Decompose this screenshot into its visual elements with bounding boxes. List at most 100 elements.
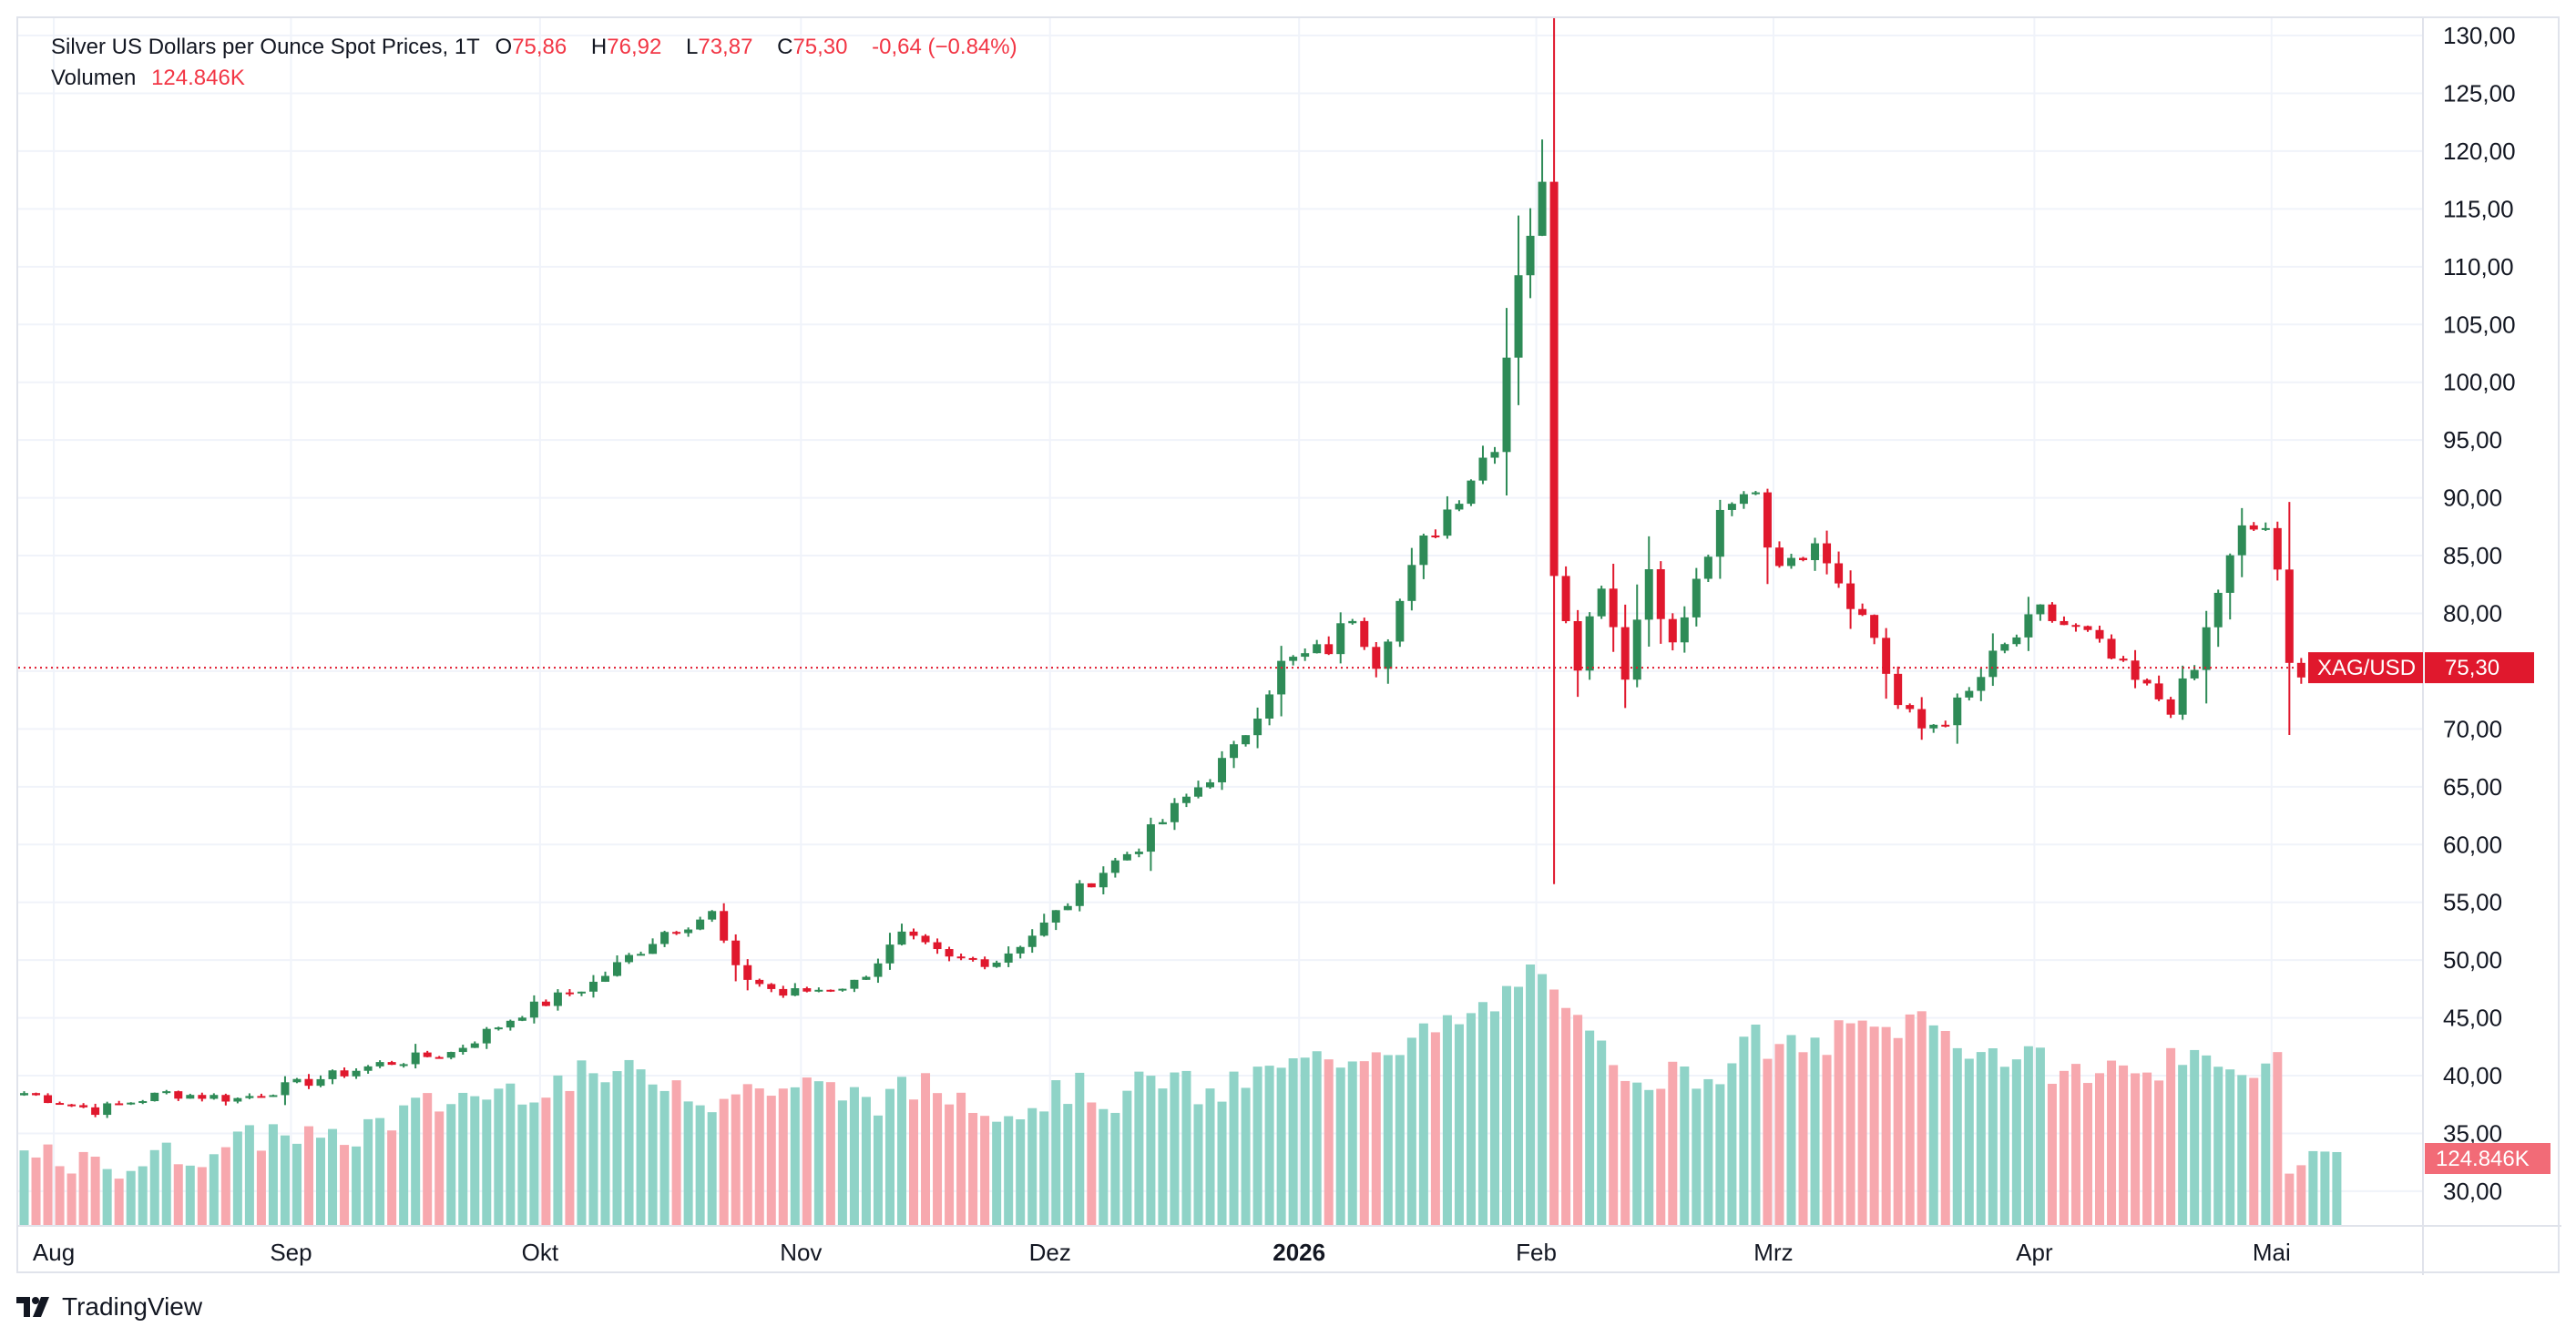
volume-bar <box>78 1151 88 1226</box>
candle-body <box>1774 547 1784 566</box>
candle-body <box>1894 673 1903 706</box>
tradingview-logo-icon[interactable] <box>16 1295 53 1319</box>
price-tag-value: 75,30 <box>2445 656 2499 680</box>
volume-bar <box>1692 1088 1702 1226</box>
candle-body <box>1336 623 1345 655</box>
candle-body <box>115 1103 124 1106</box>
candle-body <box>1134 852 1143 854</box>
volume-bar <box>1881 1026 1891 1226</box>
volume-bar <box>1205 1088 1215 1226</box>
candle-body <box>1158 822 1167 825</box>
volume-bar <box>1051 1080 1061 1226</box>
candle-body <box>1632 619 1641 680</box>
candle-body <box>2095 629 2104 639</box>
volume-bar <box>933 1093 943 1226</box>
candle-body <box>446 1052 455 1058</box>
volume-bar <box>648 1084 658 1226</box>
candle-body <box>2178 678 2187 715</box>
candle-body <box>1941 724 1950 727</box>
volume-bar <box>173 1164 183 1226</box>
legend-close: 75,30 <box>792 35 848 59</box>
volume-bar <box>1217 1101 1227 1226</box>
candle-body <box>1715 509 1724 557</box>
volume-bar <box>612 1071 622 1226</box>
volume-bar <box>2154 1080 2164 1226</box>
price-tag-symbol: XAG/USD <box>2317 656 2416 680</box>
volume-bar <box>1561 1007 1571 1226</box>
candle-body <box>387 1062 396 1066</box>
volume-bar <box>2273 1052 2283 1226</box>
candle-body <box>470 1043 479 1048</box>
candle-body <box>1265 694 1274 719</box>
volume-bar <box>2225 1069 2235 1226</box>
candle-body <box>1811 543 1820 561</box>
candle-body <box>2024 614 2033 638</box>
volume-bar <box>2107 1060 2117 1226</box>
volume-bar <box>375 1118 385 1226</box>
volume-bar <box>102 1169 112 1226</box>
candle-body <box>862 976 871 980</box>
volume-bar <box>1193 1104 1203 1226</box>
price-chart[interactable]: 30,00 35,00 40,00 45,00 50,00 55,00 60,00 65,00… <box>18 18 2561 1275</box>
candle-body <box>945 949 954 957</box>
volume-bar <box>149 1149 159 1226</box>
candle-body <box>2083 626 2092 630</box>
volume-bar <box>754 1088 764 1226</box>
volume-bar <box>66 1173 77 1226</box>
legend-high-label: H <box>590 35 608 59</box>
volume-bar <box>1514 986 1524 1226</box>
candle-body <box>767 984 776 989</box>
candle-body <box>44 1095 53 1104</box>
candle-body <box>150 1092 159 1102</box>
candle-body <box>1906 705 1915 709</box>
candle-body <box>1395 600 1405 642</box>
footer-brand[interactable]: TradingView <box>62 1292 203 1321</box>
volume-bar <box>1489 1011 1499 1226</box>
volume-bar <box>1999 1067 2009 1226</box>
price-tick-label: 40,00 <box>2443 1062 2502 1089</box>
footer: TradingView <box>16 1284 202 1330</box>
volume-bar <box>1739 1036 1749 1226</box>
price-tag[interactable]: XAG/USD 75,30 <box>2308 652 2534 684</box>
candle-body <box>1585 616 1594 671</box>
volume-bar <box>1288 1058 1298 1226</box>
candle-body <box>375 1062 384 1067</box>
volume-bar <box>517 1104 527 1226</box>
chart-frame[interactable]: 30,00 35,00 40,00 45,00 50,00 55,00 60,00 65,00… <box>16 16 2561 1275</box>
volume-bar <box>1477 1002 1487 1226</box>
candle-body <box>2273 527 2282 570</box>
volume-bar <box>1786 1035 1796 1226</box>
volume-bar <box>1158 1088 1168 1226</box>
volume-bar <box>1418 1023 1428 1226</box>
candle-body <box>1763 492 1772 548</box>
candle-body <box>1218 758 1227 782</box>
volume-bar <box>2082 1083 2092 1226</box>
volume-bar <box>945 1104 955 1226</box>
price-tick-label: 130,00 <box>2443 22 2516 49</box>
candle-body <box>1253 718 1262 736</box>
volume-bar <box>992 1121 1002 1226</box>
candle-body <box>2213 592 2223 628</box>
volume-bar <box>1241 1087 1251 1226</box>
volume-bar <box>588 1073 598 1226</box>
volume-bar <box>2131 1073 2141 1226</box>
price-tick-label: 110,00 <box>2443 253 2514 281</box>
volume-bar <box>1538 974 1548 1226</box>
price-tick-label: 65,00 <box>2443 773 2502 801</box>
time-tick-label: Sep <box>270 1239 312 1266</box>
candle-body <box>1063 905 1072 911</box>
legend-close-label: C <box>777 35 793 59</box>
volume-bar <box>1039 1111 1049 1226</box>
time-tick-label: Okt <box>522 1239 559 1266</box>
volume-bar <box>1146 1076 1156 1226</box>
volume-bar <box>55 1166 65 1226</box>
volume-bar <box>1976 1052 1986 1226</box>
candle-body <box>174 1091 183 1099</box>
volume-bar <box>1276 1067 1286 1226</box>
volume-bar <box>742 1084 752 1226</box>
price-tick-label: 60,00 <box>2443 831 2502 858</box>
candle-body <box>649 944 658 954</box>
volume-bar <box>968 1112 978 1226</box>
volume-tag: 124.846K <box>2425 1143 2550 1174</box>
price-tick-label: 70,00 <box>2443 715 2502 742</box>
